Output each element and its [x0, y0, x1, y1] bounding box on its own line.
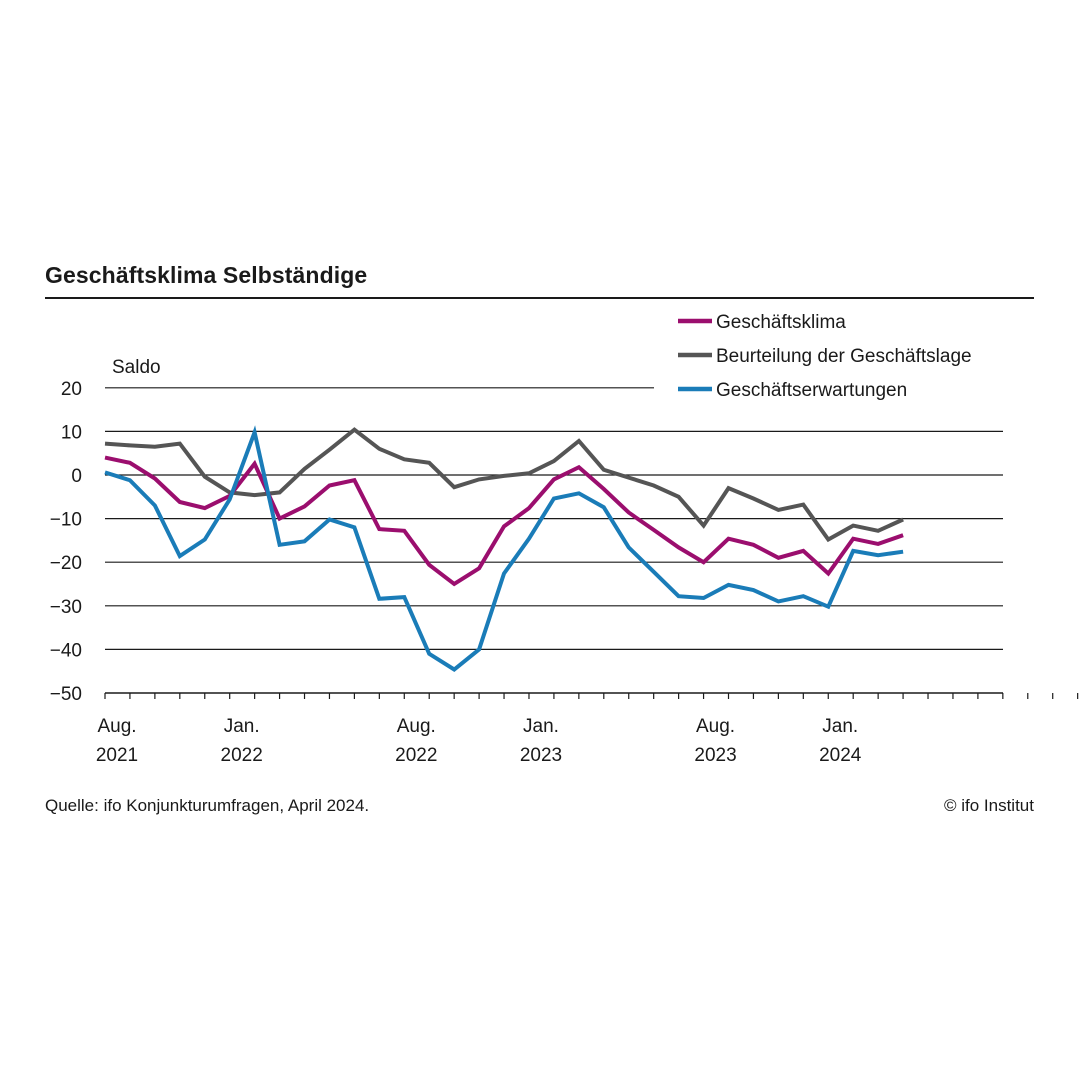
series-line-1 — [104, 455, 904, 587]
y-tick-label: 10 — [61, 422, 82, 443]
x-axis: Aug. 2021 Jan. 2022 Aug. 2022 Jan. 2023 Aug. 2023… — [96, 692, 1079, 766]
chart-title: Geschäftsklima Selbständige — [45, 262, 368, 288]
x-tick-label-year: 2022 — [221, 745, 263, 766]
x-tick-label-year: 2024 — [819, 745, 862, 766]
source-note: Quelle: ifo Konjunkturumfragen, April 20… — [45, 796, 370, 815]
y-tick-label: −40 — [50, 640, 82, 661]
y-tick-label: −20 — [50, 553, 82, 574]
copyright-note: © ifo Institut — [943, 796, 1034, 815]
legend-label: Beurteilung der Geschäftslage — [716, 346, 972, 367]
y-tick-label: −30 — [50, 597, 82, 618]
x-tick-label-year: 2022 — [395, 745, 437, 766]
legend: Geschäftsklima Beurteilung der Geschäftsl… — [678, 312, 972, 401]
legend-label: Geschäftsklima — [716, 312, 846, 333]
y-axis: 20 10 0 −10 −20 −30 −40 −50 — [50, 379, 82, 705]
x-tick-label-month: Jan. — [822, 716, 858, 737]
y-tick-label: −10 — [50, 510, 82, 531]
x-tick-label-year: 2023 — [520, 745, 562, 766]
x-tick-label-month: Jan. — [224, 716, 260, 737]
x-tick-label-month: Aug. — [397, 716, 436, 737]
x-tick-label-month: Jan. — [523, 716, 559, 737]
gridlines — [105, 387, 1003, 651]
y-axis-label: Saldo — [112, 357, 161, 378]
x-tick-label-year: 2023 — [694, 745, 736, 766]
y-tick-label: 20 — [61, 379, 82, 400]
x-tick-label-year: 2021 — [96, 745, 138, 766]
series-line-2 — [104, 427, 904, 543]
title-divider — [45, 297, 1034, 299]
legend-label: Geschäftserwartungen — [716, 380, 907, 401]
x-tick-label-month: Aug. — [97, 716, 136, 737]
series-lines — [104, 425, 904, 672]
y-tick-label: −50 — [50, 684, 82, 705]
x-tick-label-month: Aug. — [696, 716, 735, 737]
series-line-3 — [104, 425, 904, 672]
y-tick-label: 0 — [71, 466, 82, 487]
